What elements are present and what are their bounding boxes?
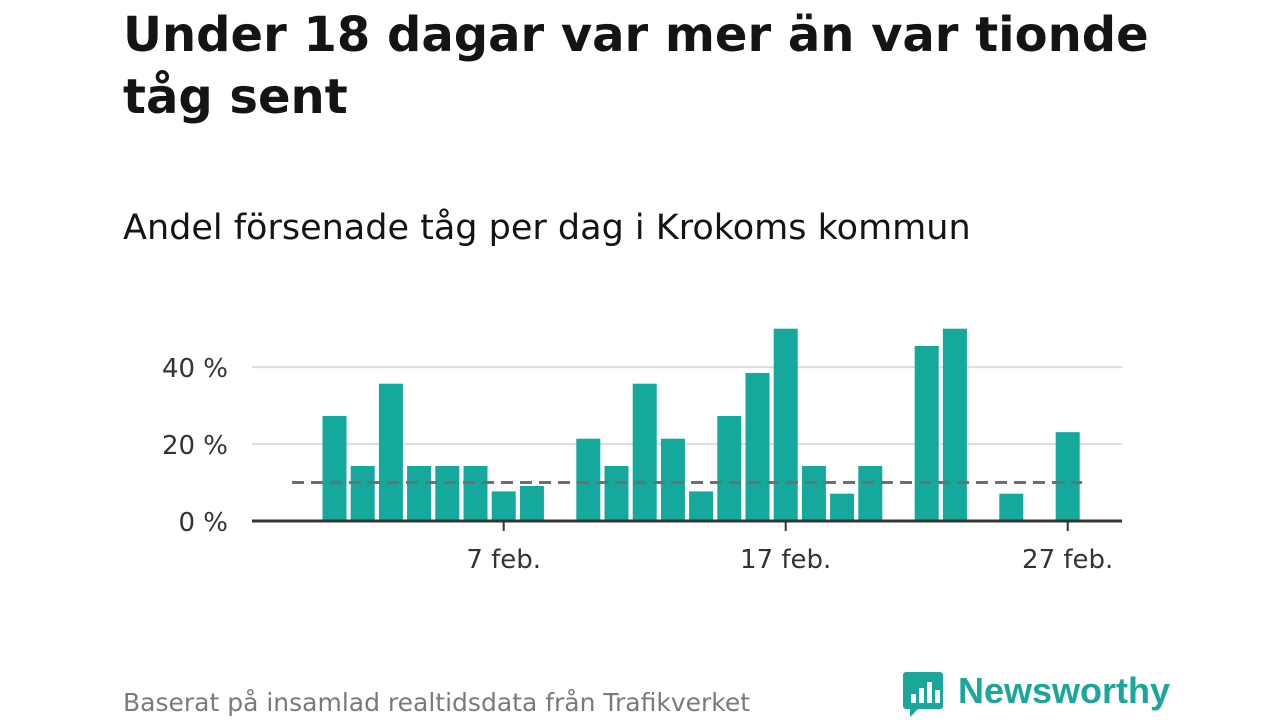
bar [830, 493, 855, 521]
x-axis-ticks: 7 feb. 17 feb. 27 feb. [466, 521, 1113, 575]
newsworthy-logo-icon [903, 672, 943, 717]
bar [914, 346, 939, 521]
chart-title: Under 18 dagar var mer än var tionde tåg… [123, 7, 1149, 125]
bar [773, 328, 798, 521]
bar-chart: 0 % 20 % 40 % 7 feb. 17 feb. 27 feb. [162, 328, 1122, 575]
x-tick-label: 27 feb. [1022, 545, 1113, 575]
bar [632, 383, 657, 521]
x-tick-label: 17 feb. [740, 545, 831, 575]
bar [660, 438, 685, 521]
bar [858, 466, 883, 521]
bar [350, 466, 375, 521]
x-tick-label: 7 feb. [466, 545, 541, 575]
bar [378, 383, 403, 521]
y-tick-label: 20 % [162, 431, 228, 461]
source-note: Baserat på insamlad realtidsdata från Tr… [123, 688, 751, 717]
bar [407, 466, 432, 521]
y-axis-tick-labels: 0 % 20 % 40 % [162, 354, 228, 538]
bar [519, 486, 544, 521]
y-tick-label: 0 % [178, 508, 228, 538]
bar [717, 416, 742, 521]
bar [745, 372, 770, 521]
bar [1055, 432, 1080, 521]
chart-subtitle: Andel försenade tåg per dag i Krokoms ko… [123, 208, 971, 248]
bar [942, 328, 967, 521]
bar [491, 491, 516, 521]
bar [999, 493, 1024, 521]
bar [801, 466, 826, 521]
bars [322, 328, 1080, 521]
y-tick-label: 40 % [162, 354, 228, 384]
bar [435, 466, 460, 521]
bar [463, 466, 488, 521]
bar [322, 416, 347, 521]
bar [689, 491, 714, 521]
bar [576, 438, 601, 521]
bar [604, 466, 629, 521]
brand-name: Newsworthy [958, 670, 1171, 711]
